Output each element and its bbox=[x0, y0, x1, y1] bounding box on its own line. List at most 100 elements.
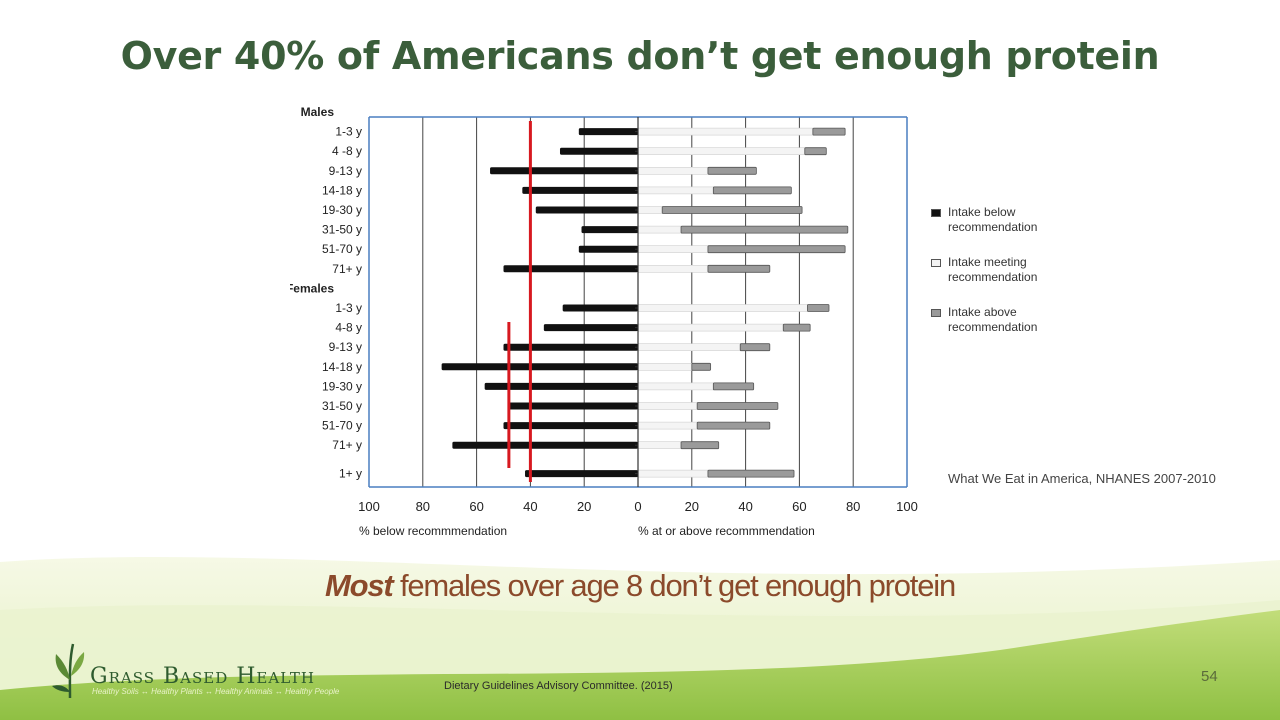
group-label: Females bbox=[290, 281, 334, 295]
x-axis-label-left: % below recommmendation bbox=[359, 524, 507, 538]
grass-sprout-icon bbox=[52, 643, 85, 699]
category-label: 51-70 y bbox=[322, 242, 362, 256]
legend-label-meeting-line2: recommendation bbox=[948, 270, 1038, 284]
bar-above bbox=[707, 264, 771, 273]
bar-below bbox=[522, 186, 638, 194]
bar-below bbox=[525, 470, 638, 478]
bar-above bbox=[812, 127, 846, 136]
bar-below bbox=[559, 147, 638, 155]
protein-intake-chart: Males 1-3 y 4 -8 y 9-13 y 14-18 y 19-30 y 31-5… bbox=[290, 105, 918, 538]
x-tick-label: 100 bbox=[896, 499, 918, 514]
bar-meeting bbox=[637, 362, 693, 371]
legend-label-meeting-line1: Intake meeting bbox=[948, 255, 1027, 269]
bar-meeting bbox=[637, 167, 709, 175]
bar-below bbox=[441, 363, 638, 371]
bar-above bbox=[691, 362, 712, 371]
bar-above bbox=[712, 186, 792, 195]
legend-label-above-line2: recommendation bbox=[948, 320, 1038, 334]
category-label: 19-30 y bbox=[322, 379, 362, 393]
x-tick-label: 80 bbox=[846, 499, 860, 514]
bar-above bbox=[661, 206, 803, 214]
bar-below bbox=[503, 343, 638, 351]
bar-below bbox=[578, 245, 638, 253]
bar-below bbox=[508, 402, 638, 410]
x-tick-label: 0 bbox=[634, 499, 641, 514]
subtitle-emphasis: Most bbox=[325, 568, 394, 603]
x-axis-label-right: % at or above recommmendation bbox=[638, 524, 815, 538]
bar-below bbox=[490, 167, 638, 175]
category-label: 4 -8 y bbox=[332, 144, 362, 158]
bar-above bbox=[804, 147, 827, 156]
x-tick-label: 20 bbox=[577, 499, 591, 514]
page-number: 54 bbox=[1201, 668, 1218, 685]
subtitle-text: females over age 8 don’t get enough prot… bbox=[392, 568, 956, 603]
category-label: 1+ y bbox=[339, 467, 362, 481]
category-label: 19-30 y bbox=[322, 203, 362, 217]
bar-meeting bbox=[637, 225, 682, 234]
bar-meeting bbox=[637, 186, 714, 195]
category-label: 31-50 y bbox=[322, 223, 362, 237]
bar-meeting bbox=[637, 343, 741, 351]
slide-title: Over 40% of Americans don’t get enough p… bbox=[120, 34, 1160, 78]
bar-above bbox=[696, 402, 779, 410]
bar-above bbox=[782, 323, 811, 332]
category-label: 51-70 y bbox=[322, 419, 362, 433]
x-tick-label: 80 bbox=[416, 499, 430, 514]
bar-below bbox=[503, 265, 638, 273]
bar-meeting bbox=[637, 245, 709, 253]
legend-item-below: Intake below recommendation bbox=[931, 205, 1058, 235]
category-label: 71+ y bbox=[332, 262, 362, 276]
bar-above bbox=[696, 421, 771, 430]
bar-below bbox=[543, 324, 638, 332]
logo-name: Grass Based Health bbox=[90, 664, 316, 689]
citation: Dietary Guidelines Advisory Committee. (… bbox=[444, 680, 673, 692]
bar-meeting bbox=[637, 323, 784, 332]
bar-meeting bbox=[637, 402, 698, 410]
bar-meeting bbox=[637, 469, 709, 478]
group-label: Males bbox=[301, 105, 335, 119]
x-tick-label: 20 bbox=[685, 499, 699, 514]
bar-above bbox=[707, 166, 757, 175]
bar-above bbox=[680, 225, 849, 234]
category-label: 1-3 y bbox=[335, 301, 362, 315]
x-tick-label: 40 bbox=[738, 499, 752, 514]
category-label: 9-13 y bbox=[329, 340, 362, 354]
category-label: 14-18 y bbox=[322, 360, 362, 374]
category-label: 9-13 y bbox=[329, 164, 362, 178]
x-tick-label: 40 bbox=[523, 499, 537, 514]
bar-meeting bbox=[637, 147, 806, 156]
bar-meeting bbox=[637, 441, 682, 450]
bar-meeting bbox=[637, 382, 714, 391]
legend-swatch-meeting bbox=[931, 259, 941, 267]
bar-meeting bbox=[637, 421, 698, 430]
x-tick-label: 60 bbox=[792, 499, 806, 514]
legend-label-below-line2: recommendation bbox=[948, 220, 1038, 234]
legend-item-above: Intake above recommendation bbox=[931, 305, 1058, 335]
bar-above bbox=[707, 245, 846, 254]
category-label: 4-8 y bbox=[335, 321, 362, 335]
bar-meeting bbox=[637, 304, 808, 312]
bar-below bbox=[578, 128, 638, 136]
x-tick-label: 100 bbox=[358, 499, 380, 514]
bar-meeting bbox=[637, 127, 814, 136]
bar-meeting bbox=[637, 206, 663, 214]
bar-above bbox=[739, 343, 771, 352]
bar-above bbox=[680, 441, 720, 450]
legend-label-below-line1: Intake below bbox=[948, 205, 1016, 219]
x-tick-label: 60 bbox=[469, 499, 483, 514]
bar-above bbox=[712, 382, 755, 391]
bar-below bbox=[535, 206, 638, 214]
bar-below bbox=[581, 226, 638, 234]
logo-tagline: Healthy Soils ↔ Healthy Plants ↔ Healthy… bbox=[92, 687, 340, 696]
bar-below bbox=[484, 382, 638, 390]
legend-swatch-below bbox=[931, 209, 941, 217]
category-label: 71+ y bbox=[332, 438, 362, 452]
data-source-note: What We Eat in America, NHANES 2007-2010 bbox=[948, 471, 1216, 486]
bar-below bbox=[503, 422, 638, 430]
slide-subtitle: Most females over age 8 don’t get enough… bbox=[0, 568, 1280, 604]
legend-item-meeting: Intake meeting recommendation bbox=[931, 255, 1058, 285]
grass-based-health-logo: Grass Based Health Healthy Soils ↔ Healt… bbox=[50, 640, 339, 707]
bar-below bbox=[452, 441, 638, 449]
legend-label-above-line1: Intake above bbox=[948, 305, 1017, 319]
